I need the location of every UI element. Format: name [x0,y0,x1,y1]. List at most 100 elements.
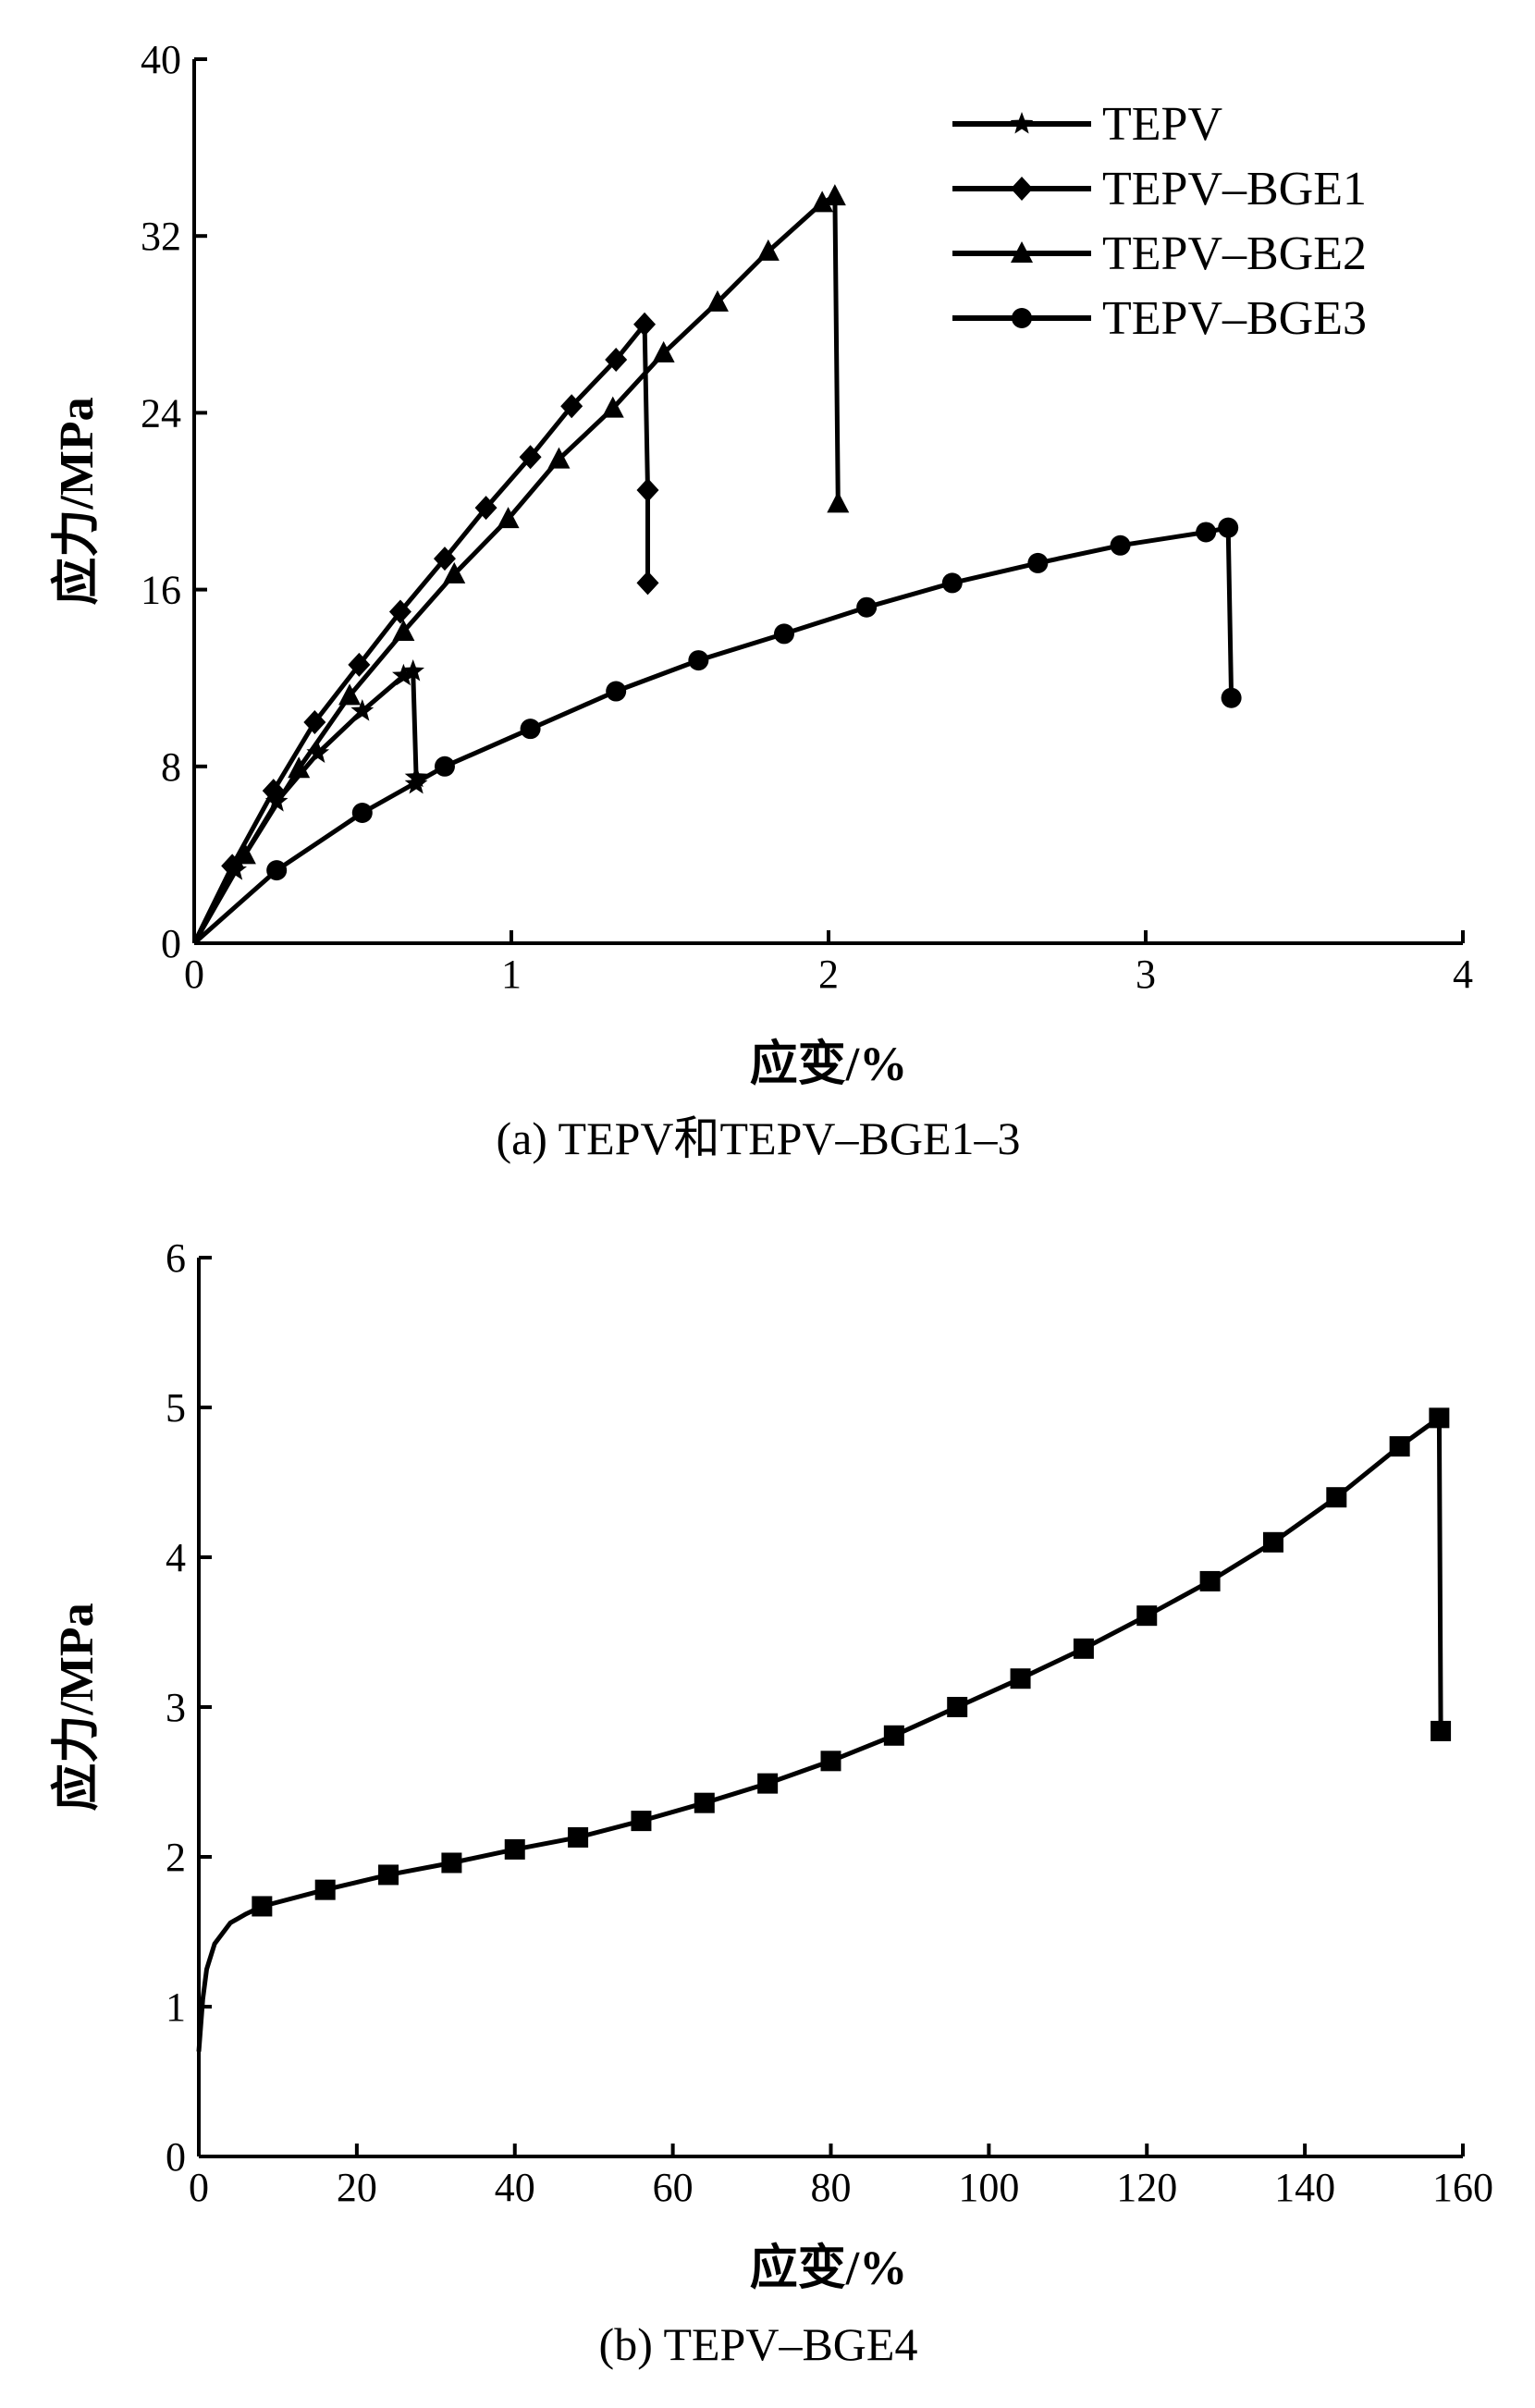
data-point [568,1826,589,1848]
data-point [773,623,794,645]
y-tick-label: 1 [166,1984,186,2030]
data-point [706,289,729,312]
x-tick-label: 40 [495,2165,535,2210]
data-point [520,719,541,740]
series-tepv-bge1 [191,312,659,945]
data-point [348,652,371,677]
legend-label: TEPV [1102,98,1222,151]
data-point [947,1697,968,1717]
data-point [605,348,628,373]
data-point [1027,552,1049,573]
data-point [1221,687,1242,708]
data-point [433,547,456,571]
y-tick-label: 0 [166,2134,186,2180]
data-point [941,572,963,594]
series-line [191,193,841,945]
data-point [688,650,709,671]
data-point [823,184,846,206]
data-point [434,756,455,777]
data-point [1389,1436,1410,1457]
y-tick-label: 0 [161,921,181,966]
x-tick-label: 1 [501,952,522,997]
x-tick-label: 120 [1116,2165,1177,2210]
data-point [378,1864,399,1886]
data-point [338,683,362,706]
data-point [631,1811,652,1832]
y-tick-label: 3 [166,1685,186,1730]
data-point [547,447,571,469]
series-line [192,525,1234,945]
data-point [820,1751,841,1772]
data-point [314,1879,336,1900]
legend-label: TEPV–BGE3 [1102,292,1367,345]
legend-marker [1011,241,1033,263]
x-tick-label: 160 [1432,2165,1493,2210]
data-point [883,1725,904,1746]
x-tick-label: 80 [811,2165,852,2210]
x-tick-label: 140 [1274,2165,1335,2210]
x-tick-label: 20 [337,2165,377,2210]
data-point [1110,534,1131,556]
series-line [191,669,419,945]
legend-marker [1010,112,1034,134]
data-point [392,620,415,642]
legend-marker [1011,177,1033,201]
panel-a-caption: (a) TEPV和TEPV–BGE1–3 [496,1112,1020,1164]
data-point [497,507,520,529]
panel-a-x-axis-title: 应变/% [750,1038,907,1091]
legend-marker [1012,308,1032,328]
y-tick-label: 5 [166,1385,186,1431]
x-tick-label: 0 [189,2165,209,2210]
data-point [606,681,627,702]
data-point [443,561,466,584]
data-point [636,571,659,596]
panel-a-y-axis-title: 应力/MPa [50,397,104,605]
x-tick-label: 0 [184,952,204,997]
data-point [1073,1638,1094,1659]
data-point [1431,1720,1452,1741]
data-point [811,190,834,213]
y-tick-label: 24 [141,390,181,436]
y-tick-label: 40 [141,37,181,82]
data-point [560,394,583,419]
y-tick-label: 6 [166,1235,186,1281]
series-tepv-bge3 [192,517,1242,945]
data-point [652,340,675,362]
data-point [827,491,850,513]
series-line [191,322,650,945]
data-point [388,599,411,624]
data-point [288,756,311,779]
data-point [1262,1531,1283,1553]
legend-item: TEPV [952,98,1222,151]
y-tick-label: 8 [161,744,181,790]
data-point [233,842,256,865]
data-point [1010,1668,1031,1689]
data-point [306,741,330,763]
data-point [694,1792,715,1813]
data-point [756,239,780,261]
y-tick-label: 16 [141,568,181,613]
y-tick-label: 32 [141,214,181,259]
series-line [196,1415,1443,2052]
data-point [1136,1605,1158,1627]
data-point [303,710,326,734]
data-point [1199,1570,1221,1591]
x-tick-label: 60 [653,2165,694,2210]
x-tick-label: 3 [1136,952,1156,997]
y-tick-label: 2 [166,1835,186,1880]
panel-a: 0 8 16 24 32 40 0 1 2 3 4 TEPV TEPV–BGE1 TEPV–BGE2 TE… [50,37,1473,1164]
data-point [1196,522,1217,543]
legend-label: TEPV–BGE1 [1102,163,1367,215]
legend-item: TEPV–BGE3 [952,292,1367,345]
data-point [401,659,424,682]
legend-label: TEPV–BGE2 [1102,227,1367,280]
legend-item: TEPV–BGE2 [952,227,1367,280]
panel-b-caption: (b) TEPV–BGE4 [599,2318,918,2370]
data-point [856,596,878,618]
data-point [392,663,415,686]
data-point [252,1896,273,1917]
series-tepv-bge2 [191,184,850,945]
data-point [351,802,373,823]
data-point [636,478,659,503]
